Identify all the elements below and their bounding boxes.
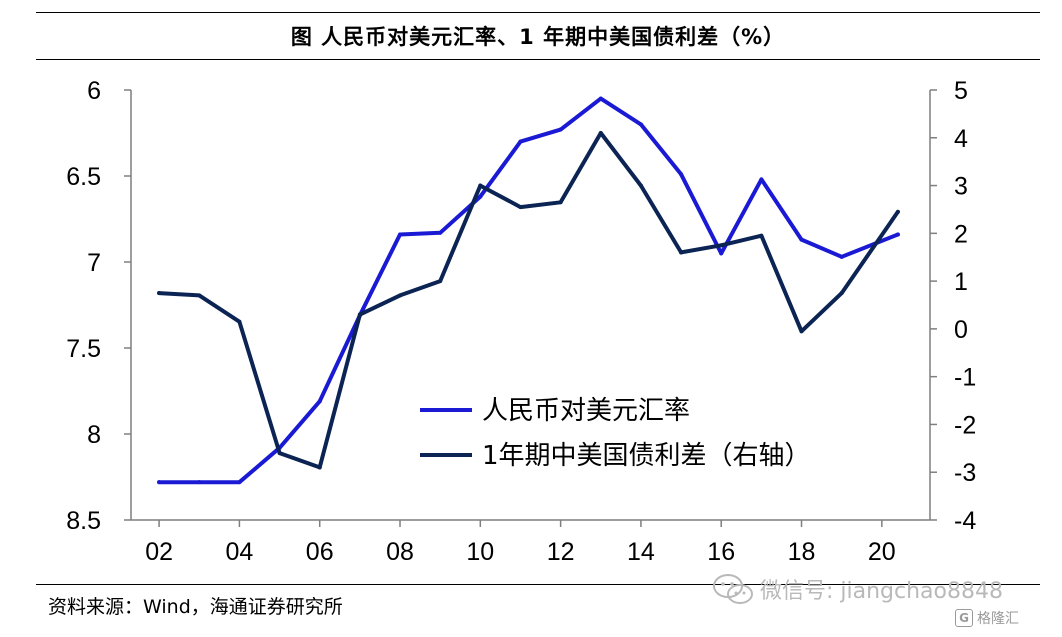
left-tick-label: 7.5 <box>66 335 101 363</box>
gelonghui-logo-icon: G <box>955 609 973 627</box>
right-tick-label: 1 <box>954 268 968 296</box>
series-2-point <box>317 465 322 470</box>
watermark-text: 微信号: jiangchao8848 <box>760 579 1003 604</box>
series-1-point <box>237 480 242 485</box>
series-1-point <box>518 139 523 144</box>
right-tick-label: 3 <box>954 173 968 201</box>
left-tick-label: 8 <box>87 421 101 449</box>
series-1-point <box>438 230 443 235</box>
right-tick-label: 4 <box>954 125 968 153</box>
series-1-point <box>679 172 684 177</box>
series-2-point <box>157 291 162 296</box>
series-2-point <box>518 205 523 210</box>
x-tick-label: 04 <box>226 538 254 566</box>
series-1-point <box>895 232 900 237</box>
series-2-point <box>719 243 724 248</box>
x-tick-label: 18 <box>788 538 816 566</box>
right-tick-label: 5 <box>954 77 968 105</box>
series-1-point <box>638 122 643 127</box>
right-tick-label: -1 <box>954 364 976 392</box>
legend-label-1: 人民币对美元汇率 <box>482 396 690 426</box>
left-tick-label: 6.5 <box>66 163 101 191</box>
series-2-point <box>197 293 202 298</box>
x-tick-label: 16 <box>707 538 735 566</box>
series-1-point <box>799 237 804 242</box>
legend-label-2: 1年期中美国债利差（右轴） <box>482 441 811 471</box>
series-2-point <box>357 312 362 317</box>
series-2-point <box>237 319 242 324</box>
series-1-point <box>398 232 403 237</box>
right-tick-label: 2 <box>954 220 968 248</box>
series-2-point <box>558 200 563 205</box>
series-1-point <box>839 254 844 259</box>
x-tick-label: 14 <box>627 538 655 566</box>
x-tick-label: 06 <box>306 538 334 566</box>
x-tick-label: 08 <box>386 538 414 566</box>
series-1-point <box>317 399 322 404</box>
right-tick-label: -4 <box>954 507 976 535</box>
wechat-watermark: 微信号: jiangchao8848 <box>712 572 1003 606</box>
footer-divider <box>36 584 1040 585</box>
series-1-point <box>157 480 162 485</box>
series-2-point <box>598 131 603 135</box>
series-2-point <box>638 183 643 188</box>
series-2-point <box>398 293 403 298</box>
series-2-point <box>839 291 844 296</box>
series-2-point <box>799 329 804 334</box>
series-2-point <box>478 183 483 188</box>
left-tick-label: 7 <box>87 249 101 277</box>
x-tick-label: 12 <box>547 538 575 566</box>
series-2-point <box>438 279 443 284</box>
left-tick-label: 8.5 <box>66 507 101 535</box>
corner-logo-text: 格隆汇 <box>977 611 1019 627</box>
right-tick-label: -3 <box>954 459 976 487</box>
series-1-point <box>759 177 764 182</box>
series-1-point <box>478 194 483 199</box>
x-tick-label: 02 <box>145 538 173 566</box>
right-tick-label: 0 <box>954 316 968 344</box>
series-2-point <box>895 209 900 214</box>
x-tick-label: 20 <box>868 538 896 566</box>
source-note: 资料来源：Wind，海通证券研究所 <box>48 596 343 618</box>
series-2-point <box>679 250 684 255</box>
chart-title: 图 人民币对美元汇率、1 年期中美国债利差（%） <box>290 25 786 49</box>
left-tick-label: 6 <box>87 77 101 105</box>
series-1-point <box>719 251 724 256</box>
chart-title-bar: 图 人民币对美元汇率、1 年期中美国债利差（%） <box>36 12 1040 60</box>
series-2-point <box>277 451 282 456</box>
right-tick-label: -2 <box>954 411 976 439</box>
series-1-point <box>197 480 202 485</box>
wechat-icon <box>713 574 753 604</box>
series-2-point <box>759 233 764 238</box>
x-tick-label: 10 <box>466 538 494 566</box>
corner-logo: G 格隆汇 <box>955 608 1019 628</box>
series-1-point <box>598 96 603 101</box>
series-1-point <box>558 127 563 132</box>
